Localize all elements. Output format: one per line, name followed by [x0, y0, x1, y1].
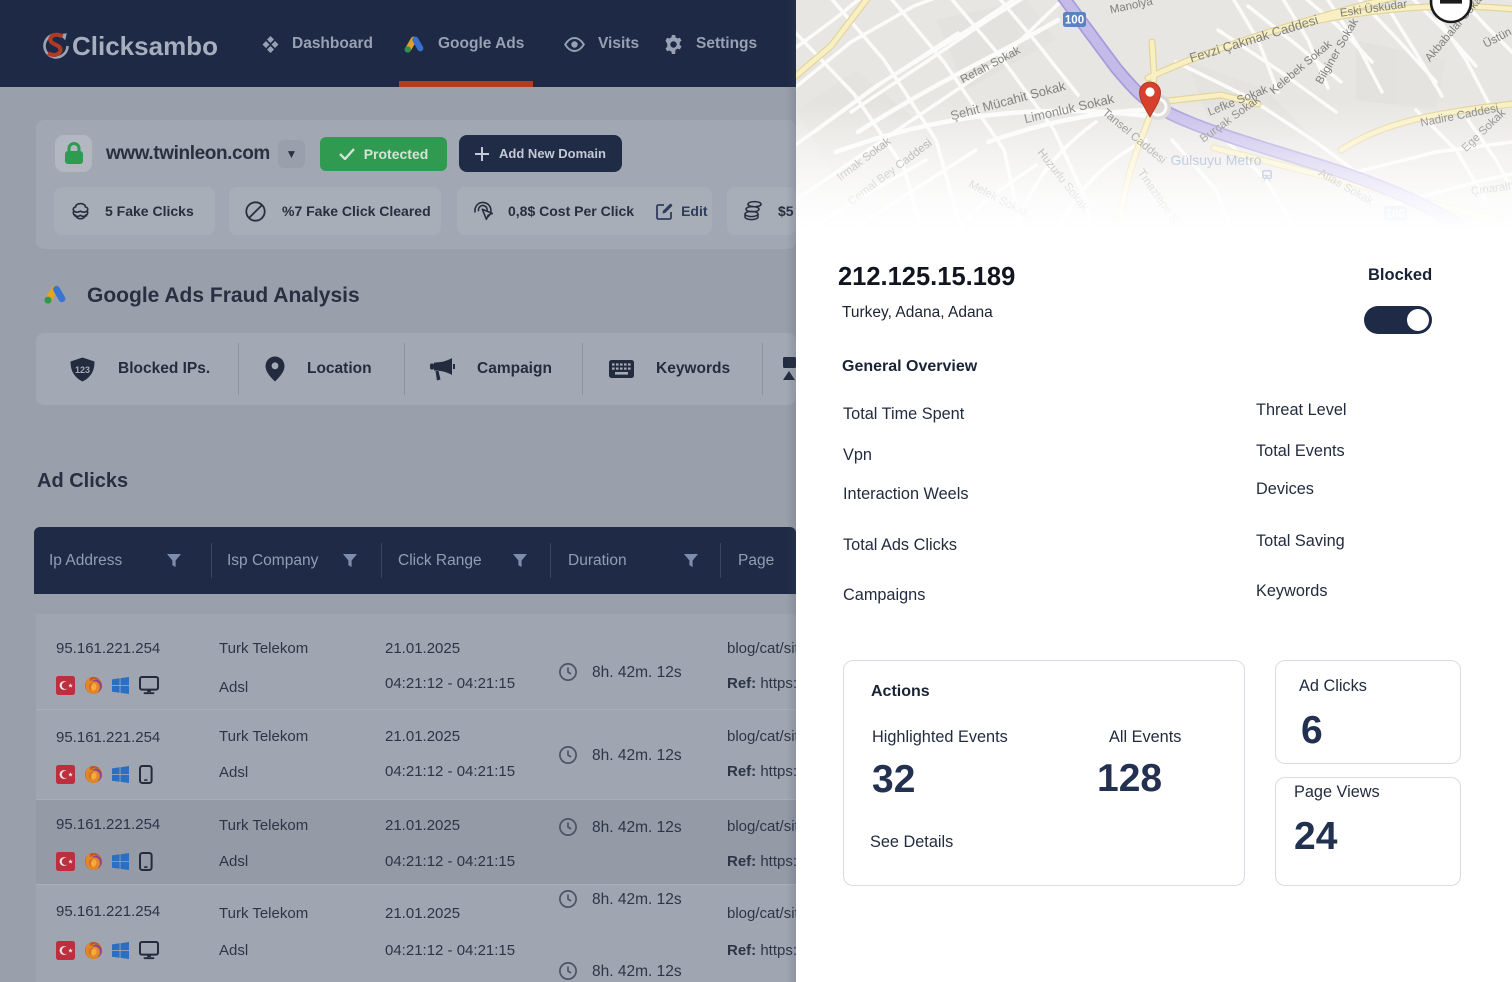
svg-text:123: 123 [75, 365, 90, 375]
